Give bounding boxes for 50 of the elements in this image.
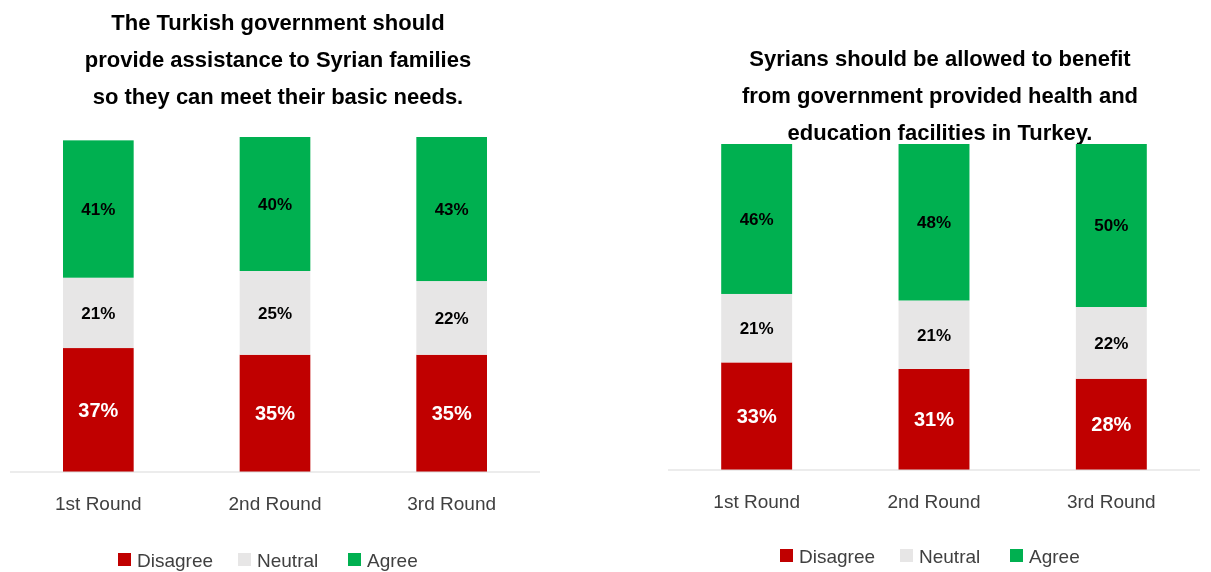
data-label: 50% xyxy=(1094,216,1129,236)
x-tick-label: 2nd Round xyxy=(228,493,322,514)
data-label: 33% xyxy=(736,405,777,428)
bar xyxy=(1075,378,1147,470)
data-label: 40% xyxy=(257,194,293,214)
legend-label: Disagree xyxy=(137,549,214,571)
data-label: 48% xyxy=(916,213,952,233)
data-label: 31% xyxy=(913,408,955,431)
bar xyxy=(63,277,134,349)
chart-title: Syrians should be allowed to benefit from government provided health and education facilities in Turkey. xyxy=(741,46,1139,145)
x-tick-label: 3rd Round xyxy=(1066,491,1156,512)
bar xyxy=(416,137,487,282)
bar xyxy=(898,300,970,369)
x-tick-label: 3rd Round xyxy=(407,493,497,514)
chart-title: The Turkish government should provide assistance to Syrian families so they can meet their basic needs. xyxy=(84,10,472,109)
data-label: 37% xyxy=(78,399,119,422)
bar xyxy=(721,362,793,470)
data-label: 21% xyxy=(81,303,116,323)
data-label: 28% xyxy=(1091,413,1132,436)
bar xyxy=(239,137,311,271)
data-label: 22% xyxy=(1094,333,1129,353)
x-tick-label: 1st Round xyxy=(55,493,142,514)
bar xyxy=(898,368,970,470)
data-label: 21% xyxy=(739,319,774,339)
bar xyxy=(1075,144,1147,307)
data-label: 43% xyxy=(434,199,469,219)
legend-label: Agree xyxy=(1029,545,1080,567)
bar xyxy=(416,354,487,472)
data-label: 21% xyxy=(916,325,952,345)
data-label: 35% xyxy=(254,402,296,425)
bar xyxy=(721,144,793,294)
data-label: 25% xyxy=(257,303,293,323)
data-label: 35% xyxy=(431,402,472,425)
data-label: 22% xyxy=(434,308,469,328)
bar xyxy=(239,354,311,472)
x-tick-label: 1st Round xyxy=(713,491,800,512)
legend-label: Agree xyxy=(367,549,418,571)
legend-label: Disagree xyxy=(799,545,876,567)
bar xyxy=(239,271,311,355)
bar xyxy=(721,293,793,363)
bar xyxy=(898,144,970,301)
legend-label: Neutral xyxy=(257,549,319,571)
legend-label: Neutral xyxy=(919,545,981,567)
bar xyxy=(63,140,134,278)
bar xyxy=(1075,307,1147,379)
data-label: 41% xyxy=(81,199,116,219)
bar xyxy=(63,348,134,472)
data-label: 46% xyxy=(739,209,774,229)
x-tick-label: 2nd Round xyxy=(887,491,981,512)
bar xyxy=(416,281,487,355)
